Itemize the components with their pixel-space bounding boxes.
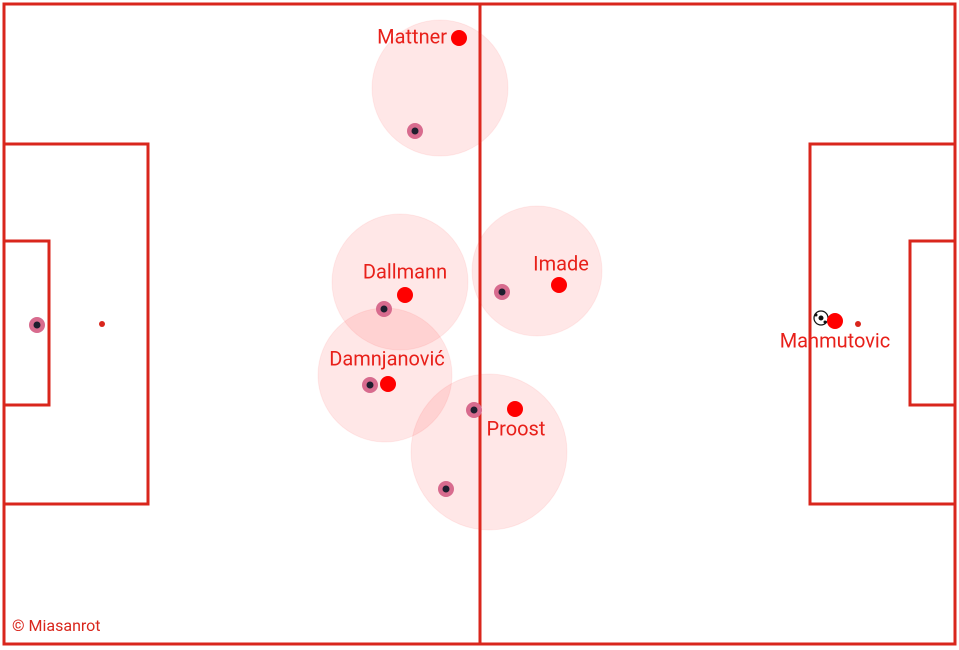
zones bbox=[317, 19, 603, 531]
penalty-spot bbox=[855, 321, 861, 327]
opponent bbox=[466, 402, 482, 418]
left-goal-area bbox=[2, 239, 51, 407]
players: Mattner Dallmann Imade Damnjanović Proos… bbox=[329, 24, 890, 440]
player-name: Imade bbox=[533, 251, 589, 275]
right-goal-area bbox=[908, 239, 957, 407]
player-name: Damnjanović bbox=[329, 346, 445, 370]
player-name: Proost bbox=[487, 416, 546, 440]
ball bbox=[813, 310, 829, 326]
opponent bbox=[29, 317, 45, 333]
zone bbox=[371, 19, 509, 157]
player-name: Mattner bbox=[377, 24, 447, 48]
zone bbox=[331, 213, 469, 351]
opponent bbox=[438, 481, 454, 497]
penalty-spot bbox=[99, 321, 105, 327]
opponent bbox=[362, 377, 378, 393]
player-dot bbox=[507, 401, 523, 417]
credit: © Miasanrot bbox=[12, 616, 101, 635]
player-name: Dallmann bbox=[363, 259, 447, 283]
opponent bbox=[376, 301, 392, 317]
opponent bbox=[407, 123, 423, 139]
opponents bbox=[29, 123, 510, 497]
zone bbox=[410, 373, 568, 531]
opponent bbox=[494, 284, 510, 300]
left-penalty-box bbox=[2, 142, 150, 506]
player-dot bbox=[827, 313, 843, 329]
player-dot bbox=[397, 287, 413, 303]
player-dot bbox=[380, 376, 396, 392]
player-dot bbox=[551, 277, 567, 293]
player-dot bbox=[451, 30, 467, 46]
player-name: Mahmutovic bbox=[780, 328, 891, 352]
zone bbox=[471, 205, 603, 337]
